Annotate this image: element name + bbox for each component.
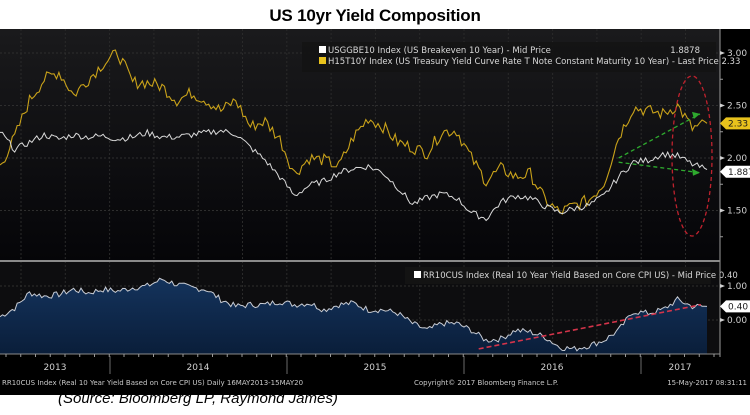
- lower-legend-box: [405, 267, 711, 284]
- price-tag-nominal: 2.33: [720, 117, 750, 130]
- y-tick-label: 3.00: [727, 49, 747, 59]
- footer-left: RR10CUS Index (Real 10 Year Yield Based …: [2, 379, 303, 387]
- upper-legend-box: [302, 42, 716, 72]
- breakeven-line: [0, 128, 708, 222]
- svg-text:2.33: 2.33: [728, 119, 748, 129]
- red-dashed-ellipse: [671, 75, 713, 237]
- svg-text:1.8878: 1.8878: [728, 168, 750, 178]
- real-yield-line: [0, 277, 708, 352]
- footer-timestamp: 15-May-2017 08:31:11: [667, 379, 747, 387]
- y-ticks-upper: 1.50 2.00 2.50 3.00: [720, 49, 747, 238]
- y-tick-mark: [720, 208, 725, 213]
- legend-label-real-yield: RR10CUS Index (Real 10 Year Yield Based …: [423, 271, 738, 281]
- y-tick-mark: [720, 103, 725, 108]
- green-arrow-nominal-trend: [618, 113, 701, 159]
- legend-swatch-breakeven: [319, 46, 326, 53]
- x-tick-label-2016: 2016: [541, 363, 564, 373]
- legend-swatch-nominal: [319, 57, 326, 64]
- chart-title: US 10yr Yield Composition: [269, 6, 481, 25]
- annotations-group: [478, 75, 713, 350]
- real-yield-area-group: [0, 277, 708, 354]
- x-tick-labels: 2013 2014 2015 2016 2017: [44, 363, 692, 373]
- y-tick-label: 1.50: [727, 207, 747, 217]
- price-tag-real-yield: 0.40: [720, 300, 750, 313]
- y-tick-label: 2.50: [727, 102, 747, 112]
- green-arrowhead-nominal: [692, 111, 700, 119]
- x-tick-label-2013: 2013: [44, 363, 67, 373]
- x-tick-label-2017: 2017: [669, 363, 692, 373]
- legend-value-breakeven: 1.8878: [670, 46, 700, 56]
- x-ticks: [5, 354, 715, 374]
- real-yield-area: [0, 278, 707, 354]
- legend-swatch-real-yield: [414, 271, 421, 278]
- y-tick-mark: [720, 284, 725, 288]
- y-tick-label: 1.00: [727, 282, 747, 292]
- y-tick-mark: [720, 318, 725, 322]
- green-arrowhead-breakeven: [692, 168, 700, 176]
- y-tick-mark: [720, 51, 725, 55]
- svg-text:0.40: 0.40: [728, 302, 748, 312]
- red-dashed-trendline-real-yield: [478, 303, 702, 350]
- y-tick-mark: [720, 156, 725, 160]
- y-tick-label: 0.00: [727, 316, 747, 326]
- price-tag-breakeven: 1.8878: [720, 165, 750, 178]
- y-tick-label: 2.00: [727, 154, 747, 164]
- nominal-yield-line: [0, 49, 708, 215]
- legend-label-nominal: H15T10Y Index (US Treasury Yield Curve R…: [328, 57, 740, 67]
- footer-copyright: Copyright© 2017 Bloomberg Finance L.P.: [414, 379, 558, 387]
- source-caption: (Source: Bloomberg LP, Raymond James): [58, 390, 338, 407]
- x-tick-label-2014: 2014: [187, 363, 210, 373]
- upper-lines-group: [0, 49, 708, 222]
- x-tick-label-2015: 2015: [364, 363, 387, 373]
- y-ticks-lower: 0.00 1.00: [720, 282, 747, 326]
- bloomberg-chart-panel: USGGBE10 Index (US Breakeven 10 Year) - …: [0, 29, 750, 395]
- legend-label-breakeven: USGGBE10 Index (US Breakeven 10 Year) - …: [328, 46, 551, 56]
- chart-svg: USGGBE10 Index (US Breakeven 10 Year) - …: [0, 29, 750, 387]
